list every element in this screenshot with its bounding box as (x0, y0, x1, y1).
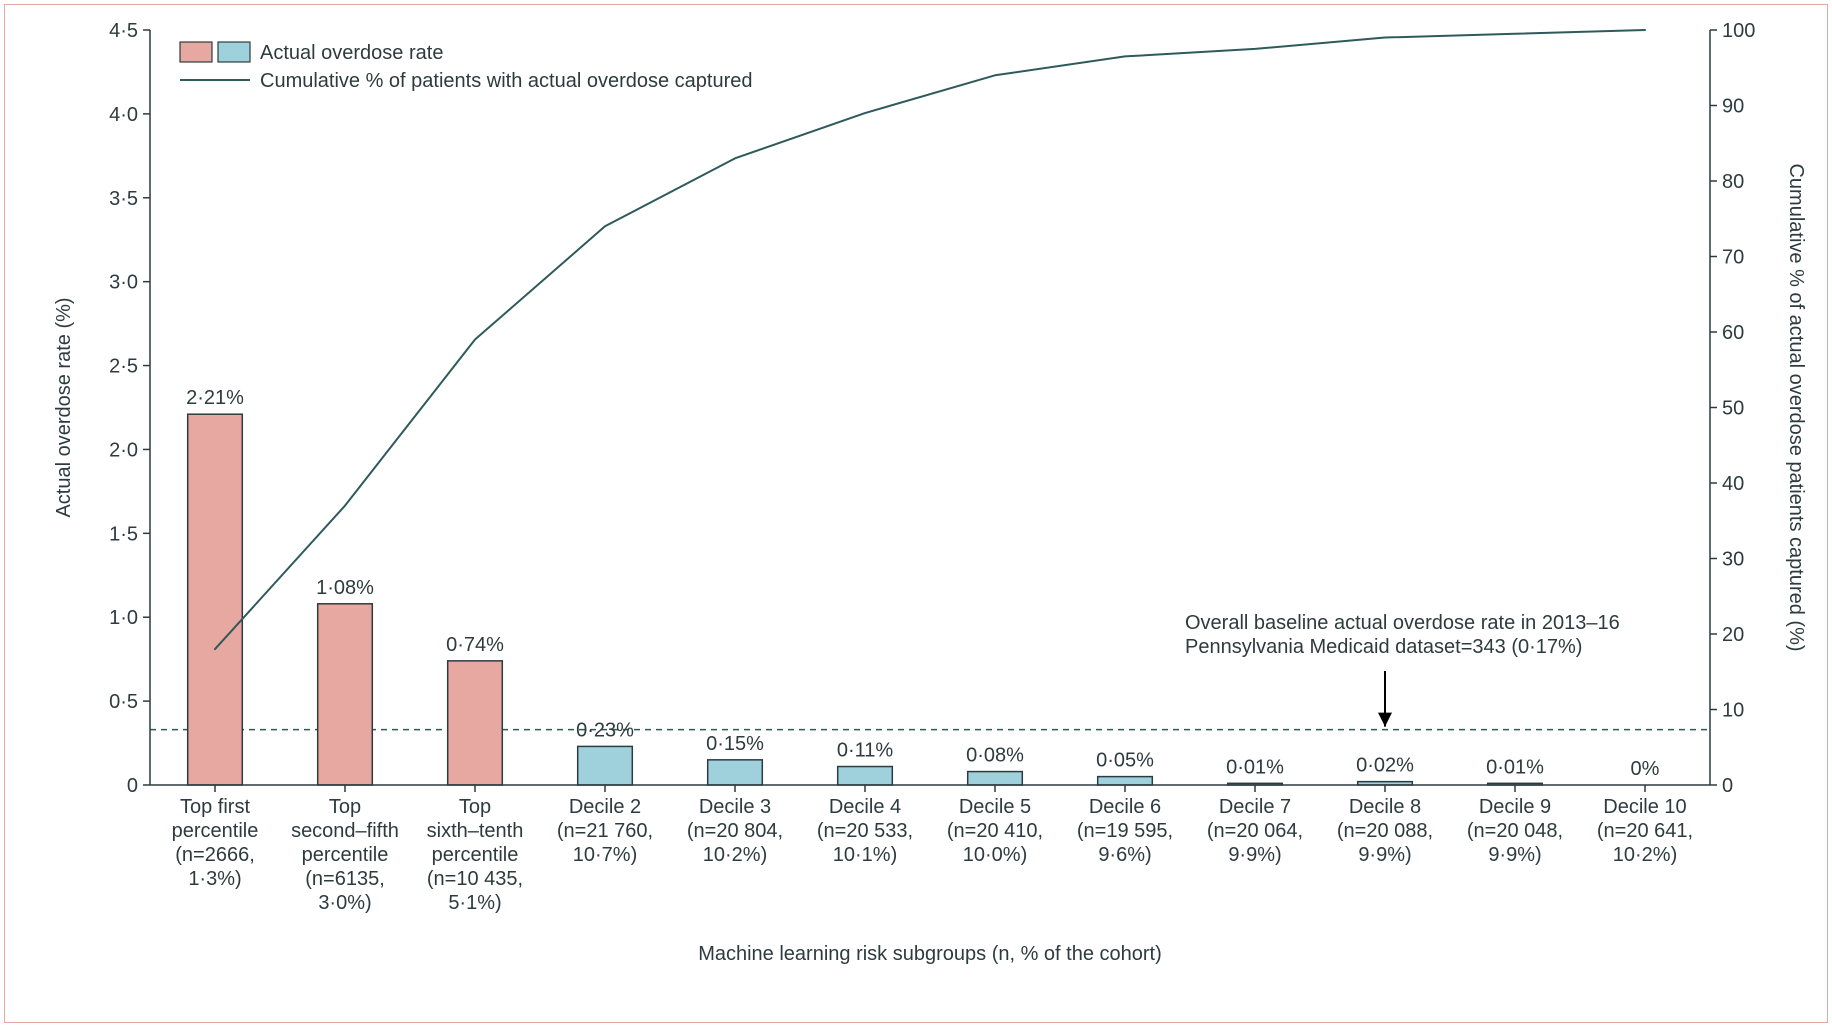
chart-container: 2·21%Top firstpercentile(n=2666,1·3%)1·0… (0, 0, 1832, 1027)
chart-outer-border (4, 4, 1828, 1023)
